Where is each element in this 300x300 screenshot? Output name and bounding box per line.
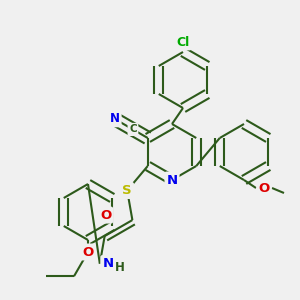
Text: C: C bbox=[129, 124, 137, 134]
Text: H: H bbox=[115, 261, 125, 274]
Text: Cl: Cl bbox=[176, 35, 190, 49]
Text: N: N bbox=[167, 173, 178, 187]
Text: N: N bbox=[102, 257, 113, 270]
Text: O: O bbox=[82, 245, 94, 259]
Text: O: O bbox=[100, 208, 111, 222]
Text: N: N bbox=[110, 112, 120, 125]
Text: O: O bbox=[258, 182, 270, 194]
Text: S: S bbox=[122, 184, 132, 197]
